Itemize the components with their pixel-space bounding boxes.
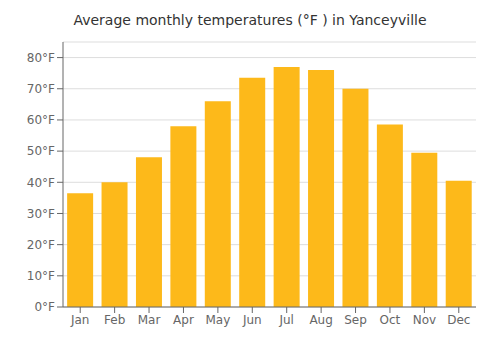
svg-text:Sep: Sep (344, 313, 367, 327)
svg-text:Dec: Dec (447, 313, 470, 327)
svg-text:Mar: Mar (138, 313, 161, 327)
svg-text:60°F: 60°F (27, 113, 55, 127)
svg-text:May: May (205, 313, 230, 327)
svg-text:Jun: Jun (242, 313, 262, 327)
svg-text:20°F: 20°F (27, 238, 55, 252)
svg-text:Feb: Feb (104, 313, 125, 327)
svg-text:Nov: Nov (413, 313, 436, 327)
svg-text:Aug: Aug (309, 313, 332, 327)
html-text:Average monthly temperatures (: Average monthly temperatures (°F ) in Ya… (73, 12, 427, 28)
svg-text:0°F: 0°F (34, 300, 55, 314)
svg-text:Apr: Apr (173, 313, 194, 327)
svg-text:10°F: 10°F (27, 269, 55, 283)
svg-text:Jan: Jan (70, 313, 90, 327)
svg-text:80°F: 80°F (27, 51, 55, 65)
svg-text:Oct: Oct (380, 313, 401, 327)
svg-text:40°F: 40°F (27, 176, 55, 190)
svg-text:Jul: Jul (278, 313, 293, 327)
svg-text:30°F: 30°F (27, 207, 55, 221)
svg-text:70°F: 70°F (27, 82, 55, 96)
svg-text:50°F: 50°F (27, 144, 55, 158)
